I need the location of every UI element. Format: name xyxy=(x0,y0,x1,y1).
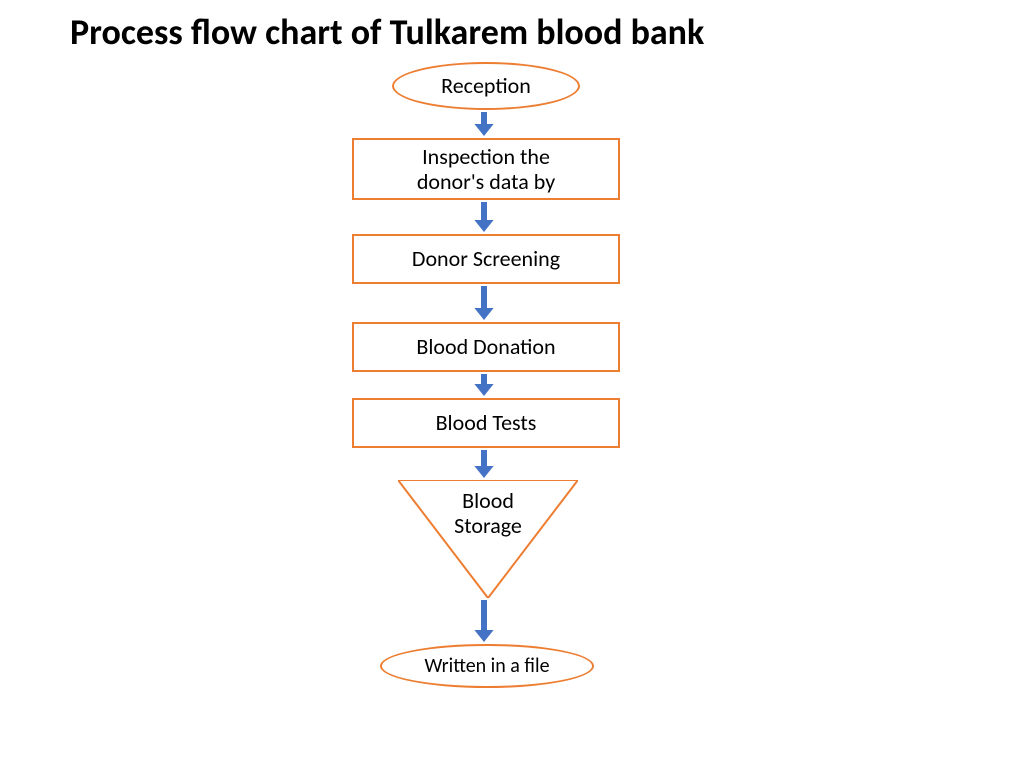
flowchart-canvas: Process flow chart of Tulkarem blood ban… xyxy=(0,0,1024,768)
flowchart-arrow-n1-n2 xyxy=(472,112,496,136)
page-title: Process flow chart of Tulkarem blood ban… xyxy=(70,10,704,54)
node-label: Blood Donation xyxy=(416,334,555,359)
flowchart-node-n3: Donor Screening xyxy=(352,234,620,284)
node-label: Written in a file xyxy=(424,655,549,678)
flowchart-arrow-n3-n4 xyxy=(472,286,496,320)
flowchart-node-n4: Blood Donation xyxy=(352,322,620,372)
flowchart-node-n2: Inspection the donor's data by xyxy=(352,138,620,200)
flowchart-node-n7: Written in a file xyxy=(380,644,594,688)
node-label: Inspection the donor's data by xyxy=(417,144,555,195)
node-label: Blood Storage xyxy=(454,480,522,539)
flowchart-arrow-n5-n6 xyxy=(472,450,496,478)
node-label: Reception xyxy=(441,73,531,98)
flowchart-node-n6: Blood Storage xyxy=(398,480,578,598)
flowchart-arrow-n2-n3 xyxy=(472,202,496,232)
flowchart-arrow-n6-n7 xyxy=(472,600,496,642)
flowchart-node-n5: Blood Tests xyxy=(352,398,620,448)
node-label: Blood Tests xyxy=(436,410,537,435)
flowchart-node-n1: Reception xyxy=(392,62,580,110)
flowchart-arrow-n4-n5 xyxy=(472,374,496,396)
node-label: Donor Screening xyxy=(412,246,560,271)
